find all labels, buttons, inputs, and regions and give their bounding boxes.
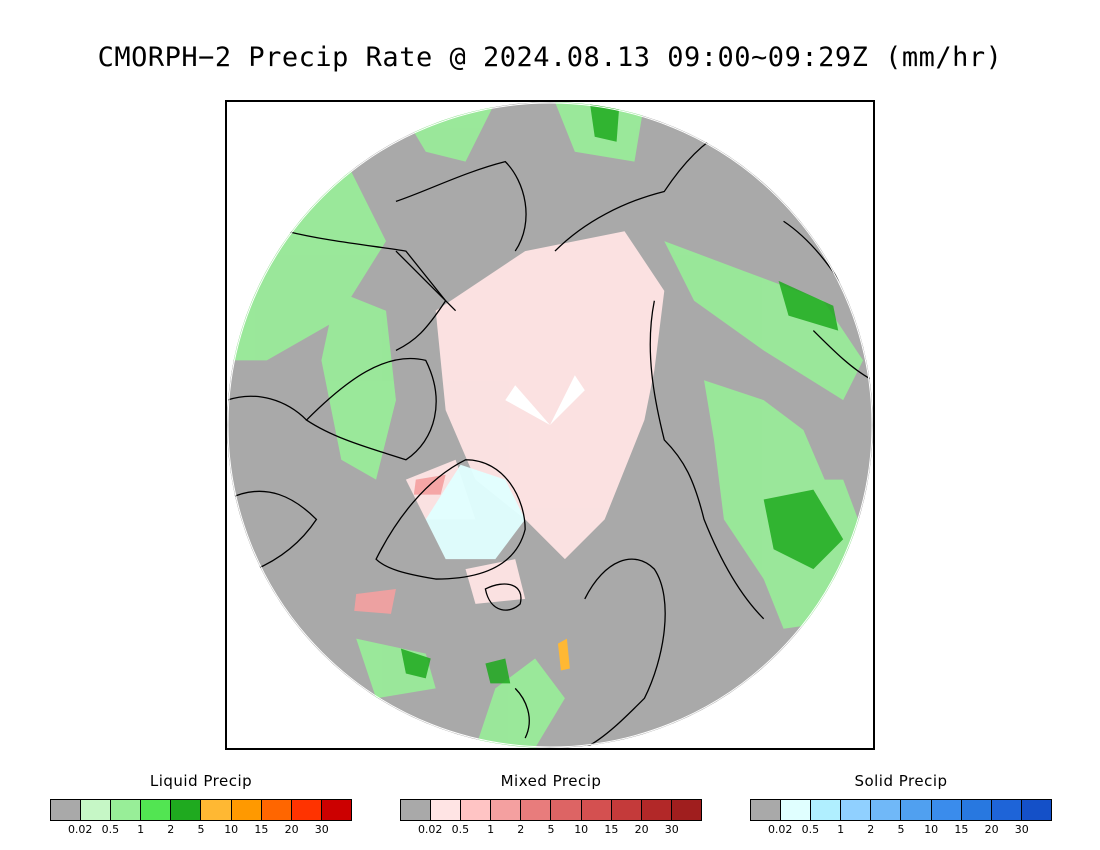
color-swatch-0	[401, 800, 432, 820]
color-swatch-5	[551, 800, 582, 820]
tick-label: 0.5	[101, 823, 120, 836]
chart-title: CMORPH−2 Precip Rate @ 2024.08.13 09:00~…	[97, 42, 1003, 73]
tick-label: 30	[1014, 823, 1029, 836]
tick-label: 20	[284, 823, 299, 836]
color-swatch-6	[581, 800, 612, 820]
color-swatch-2	[461, 800, 492, 820]
tick-label: 1	[137, 823, 145, 836]
tick-label: 5	[197, 823, 205, 836]
color-swatch-4	[521, 800, 552, 820]
color-swatch-5	[201, 800, 232, 820]
tick-label: 20	[634, 823, 649, 836]
color-swatch-6	[231, 800, 262, 820]
color-swatch-5	[901, 800, 932, 820]
tick-label: 0.02	[417, 823, 443, 836]
solid-precip-areas	[425, 464, 526, 560]
tick-label: 2	[867, 823, 875, 836]
legend-title: Liquid Precip	[149, 772, 253, 790]
tick-labels: 0.02 0.5 1 2 5 10 15 20 30	[400, 821, 702, 836]
color-swatch-6	[931, 800, 962, 820]
color-swatch-9	[671, 800, 701, 820]
tick-label: 1	[837, 823, 845, 836]
tick-label: 1	[487, 823, 495, 836]
color-bar	[50, 799, 352, 821]
tick-label: 10	[924, 823, 939, 836]
polar-data-gap	[505, 375, 585, 425]
legend-title: Mixed Precip	[500, 772, 602, 790]
tick-label: 20	[984, 823, 999, 836]
color-swatch-7	[611, 800, 642, 820]
tick-label: 2	[167, 823, 175, 836]
tick-label: 2	[517, 823, 525, 836]
tick-label: 15	[604, 823, 619, 836]
color-swatch-0	[751, 800, 782, 820]
tick-label: 5	[547, 823, 555, 836]
legend-title: Solid Precip	[854, 772, 948, 790]
tick-label: 5	[897, 823, 905, 836]
color-swatch-7	[961, 800, 992, 820]
color-swatch-8	[991, 800, 1022, 820]
tick-label: 30	[664, 823, 679, 836]
tick-label: 0.5	[801, 823, 820, 836]
color-swatch-4	[871, 800, 902, 820]
color-bar	[750, 799, 1052, 821]
color-swatch-3	[491, 800, 522, 820]
heavy-liquid-precip-areas	[400, 102, 844, 684]
color-swatch-4	[171, 800, 202, 820]
color-swatch-9	[1021, 800, 1051, 820]
color-swatch-8	[641, 800, 672, 820]
legend-liquid-precip: Liquid Precip 0.02 0.5 1 2 5 10 15 20 30	[50, 772, 352, 836]
tick-label: 15	[954, 823, 969, 836]
color-swatch-3	[841, 800, 872, 820]
polar-map-svg	[227, 102, 873, 748]
tick-label: 0.5	[451, 823, 470, 836]
tick-label: 0.02	[767, 823, 793, 836]
tick-label: 30	[314, 823, 329, 836]
tick-label: 10	[224, 823, 239, 836]
color-bar	[400, 799, 702, 821]
tick-label: 15	[254, 823, 269, 836]
precip-map	[225, 100, 875, 750]
color-swatch-1	[781, 800, 812, 820]
color-swatch-8	[291, 800, 322, 820]
intense-liquid-precip-areas	[557, 638, 570, 671]
color-swatch-2	[811, 800, 842, 820]
color-swatch-2	[111, 800, 142, 820]
color-swatch-1	[431, 800, 462, 820]
tick-label: 0.02	[67, 823, 93, 836]
color-swatch-7	[261, 800, 292, 820]
color-swatch-1	[81, 800, 112, 820]
map-disc-outline	[227, 102, 873, 748]
tick-labels: 0.02 0.5 1 2 5 10 15 20 30	[750, 821, 1052, 836]
tick-label: 10	[574, 823, 589, 836]
color-swatch-9	[321, 800, 351, 820]
legend-solid-precip: Solid Precip 0.02 0.5 1 2 5 10 15 20 30	[750, 772, 1052, 836]
tick-labels: 0.02 0.5 1 2 5 10 15 20 30	[50, 821, 352, 836]
color-swatch-0	[51, 800, 82, 820]
color-swatch-3	[141, 800, 172, 820]
legend-mixed-precip: Mixed Precip 0.02 0.5 1 2 5 10 15 20 30	[400, 772, 702, 836]
